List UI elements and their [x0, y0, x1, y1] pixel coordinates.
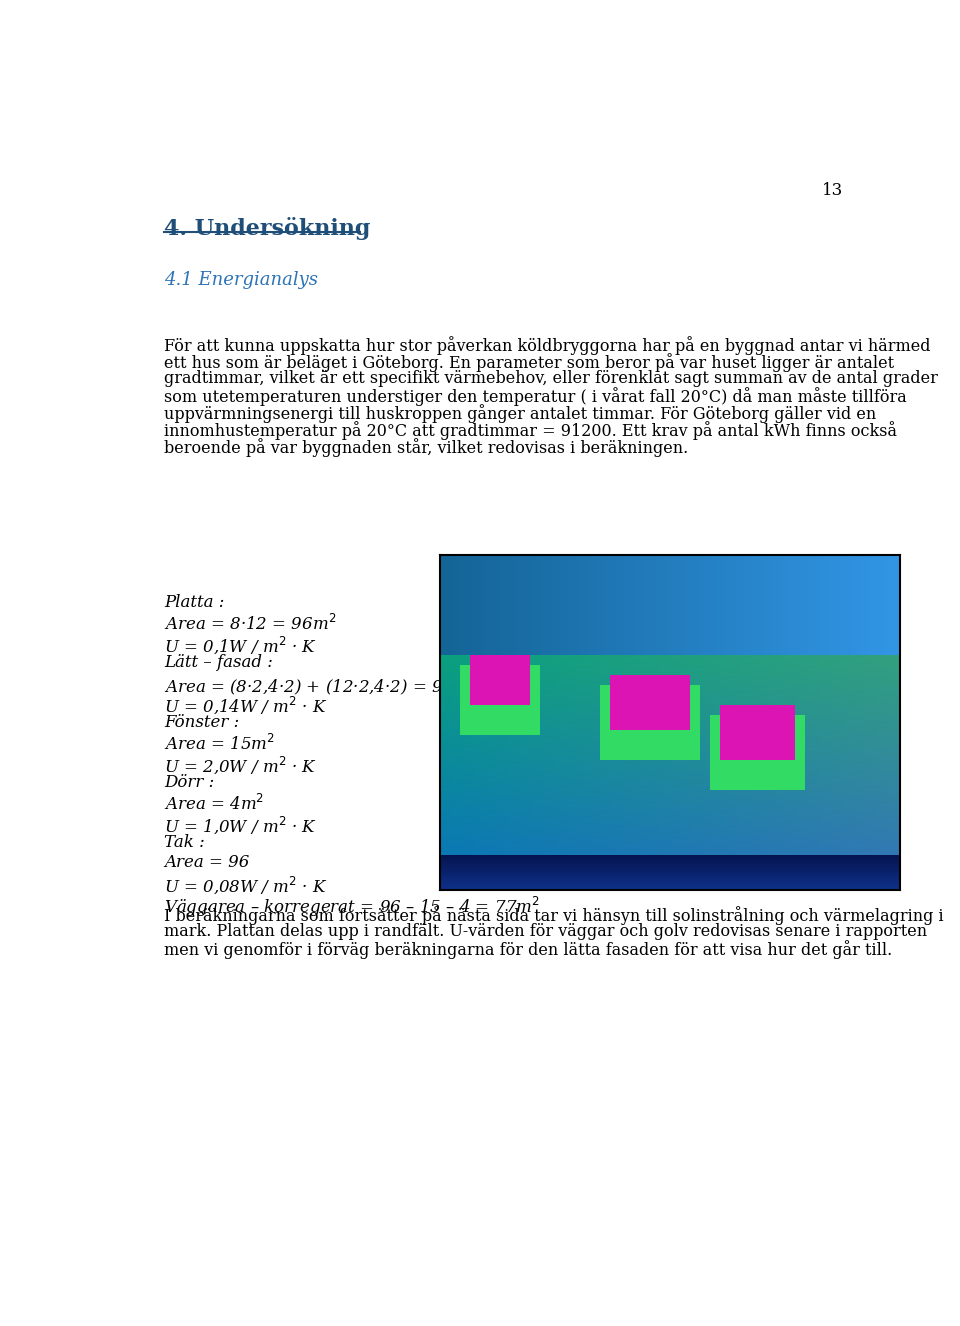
Text: Platta :: Platta : — [164, 594, 225, 611]
Text: Figur 4.1 Fotografi med värmekamera, från Wikipedia (2010).: Figur 4.1 Fotografi med värmekamera, frå… — [461, 857, 855, 871]
Text: U = 0,08W / m$^2$ · K: U = 0,08W / m$^2$ · K — [164, 874, 328, 896]
Text: 13: 13 — [823, 182, 844, 199]
Text: Lätt – fasad :: Lätt – fasad : — [164, 654, 273, 671]
Text: U = 0,1W / m$^2$ · K: U = 0,1W / m$^2$ · K — [164, 634, 318, 655]
Text: Fönster :: Fönster : — [164, 715, 239, 732]
Text: Väggarea – korregerat = 96 – 15 – 4 = 77m$^2$: Väggarea – korregerat = 96 – 15 – 4 = 77… — [164, 895, 540, 919]
Text: Area = 96: Area = 96 — [164, 854, 250, 871]
Text: För att kunna uppskatta hur stor påverkan köldbryggorna har på en byggnad antar : För att kunna uppskatta hur stor påverka… — [164, 337, 930, 355]
Text: Area = 15m$^2$: Area = 15m$^2$ — [164, 735, 275, 754]
Text: beroende på var byggnaden står, vilket redovisas i beräkningen.: beroende på var byggnaden står, vilket r… — [164, 438, 688, 456]
Text: Area = (8·2,4·2) + (12·2,4·2) = 96m$^2$: Area = (8·2,4·2) + (12·2,4·2) = 96m$^2$ — [164, 674, 477, 696]
Text: ett hus som är beläget i Göteborg. En parameter som beror på var huset ligger är: ett hus som är beläget i Göteborg. En pa… — [164, 353, 895, 373]
Text: U = 0,14W / m$^2$ · K: U = 0,14W / m$^2$ · K — [164, 695, 328, 716]
Text: U = 1,0W / m$^2$ · K: U = 1,0W / m$^2$ · K — [164, 814, 318, 835]
Text: innomhustemperatur på 20°C att gradtimmar = 91200. Ett krav på antal kWh finns o: innomhustemperatur på 20°C att gradtimma… — [164, 420, 898, 440]
Text: I beräkningarna som fortsätter på nästa sida tar vi hänsyn till solinstrålning o: I beräkningarna som fortsätter på nästa … — [164, 906, 944, 926]
Text: Area = 4m$^2$: Area = 4m$^2$ — [164, 794, 264, 814]
Text: Dörr :: Dörr : — [164, 774, 214, 792]
Text: gradtimmar, vilket är ett specifikt värmebehov, eller förenklat sagt summan av d: gradtimmar, vilket är ett specifikt värm… — [164, 370, 938, 387]
Text: men vi genomför i förväg beräkningarna för den lätta fasaden för att visa hur de: men vi genomför i förväg beräkningarna f… — [164, 940, 893, 959]
Text: som utetemperaturen understiger den temperatur ( i vårat fall 20°C) då man måste: som utetemperaturen understiger den temp… — [164, 387, 907, 406]
Text: uppvärmningsenergi till huskroppen gånger antalet timmar. För Göteborg gäller vi: uppvärmningsenergi till huskroppen gånge… — [164, 404, 876, 423]
Text: U = 2,0W / m$^2$ · K: U = 2,0W / m$^2$ · K — [164, 754, 318, 776]
Text: Tak :: Tak : — [164, 834, 204, 851]
Text: 4.1 Energianalys: 4.1 Energianalys — [164, 271, 318, 289]
Text: mark. Plattan delas upp i randfält. U-värden för väggar och golv redovisas senar: mark. Plattan delas upp i randfält. U-vä… — [164, 923, 927, 940]
Text: 4. Undersökning: 4. Undersökning — [164, 217, 371, 240]
Text: Area = 8·12 = 96m$^2$: Area = 8·12 = 96m$^2$ — [164, 614, 337, 634]
